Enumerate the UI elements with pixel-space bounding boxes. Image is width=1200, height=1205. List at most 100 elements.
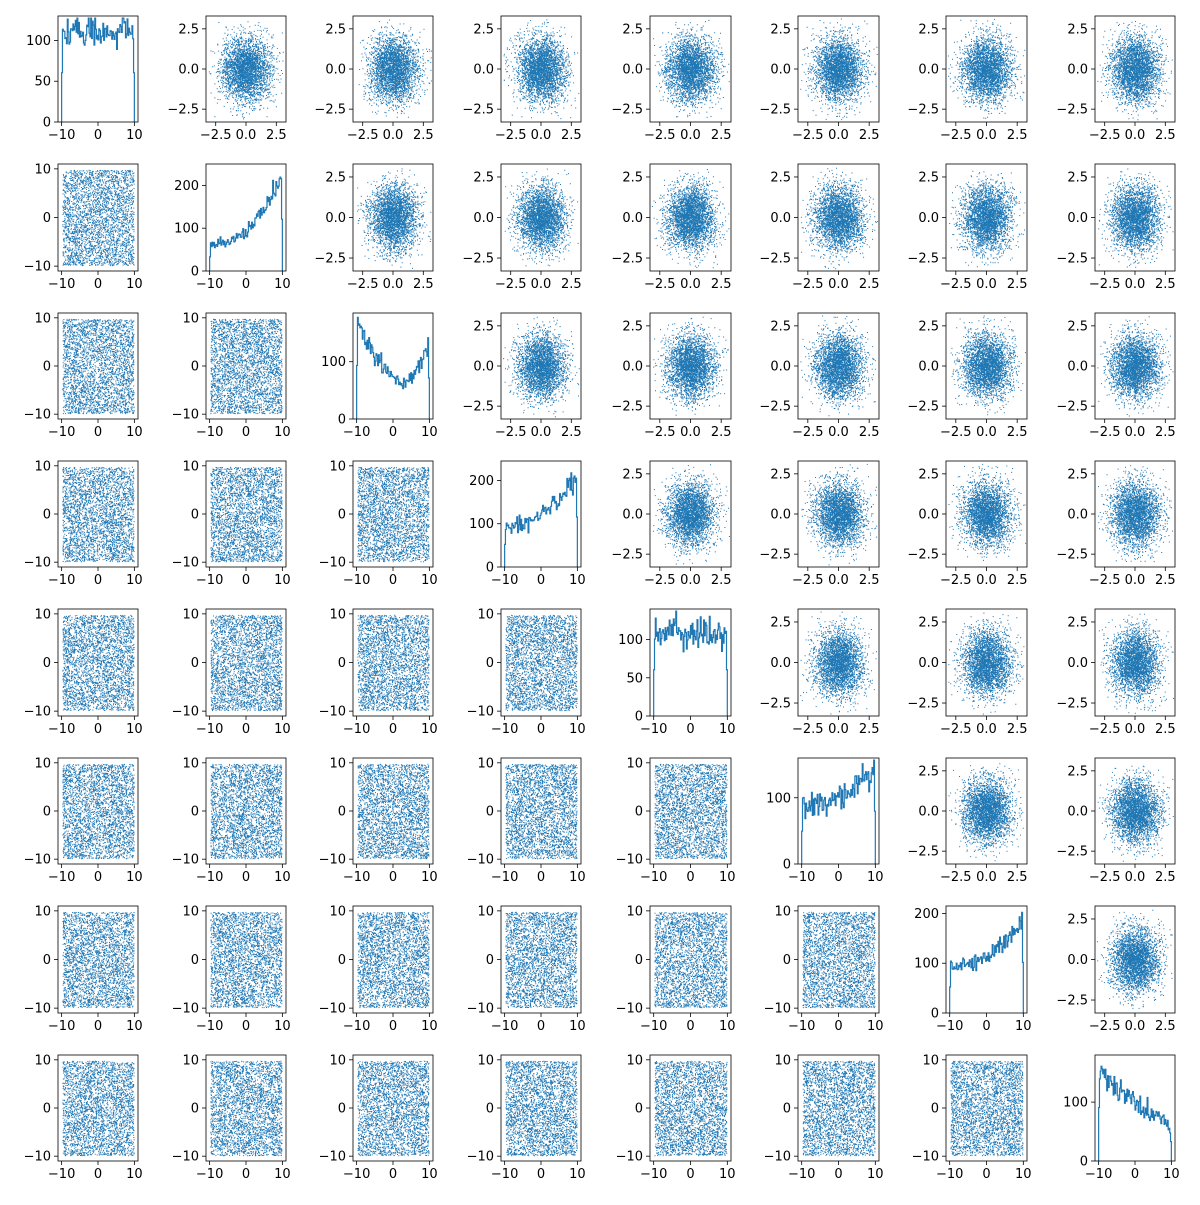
- panel-0-6-xtick-label: 2.5: [1007, 128, 1028, 143]
- panel-6-1-xtick-label: 10: [274, 1019, 291, 1034]
- panel-4-6-frame: [945, 608, 1028, 717]
- panel-1-6-ytick-label: 0.0: [918, 211, 939, 226]
- panel-2-6-xtick-label: 2.5: [1007, 425, 1028, 440]
- panel-3-5-point: [801, 463, 878, 566]
- panel-0-3-xtick-label: 0.0: [531, 128, 552, 143]
- panel-5-3-ytick-label: 10: [477, 756, 494, 771]
- panel-3-6-xtick-label: 2.5: [1007, 573, 1028, 588]
- panel-7-1-ytick-label: −10: [172, 1150, 199, 1165]
- panel-0-6-xtick-label: −2.5: [940, 128, 972, 143]
- panel-6-2-ytick-label: 10: [329, 904, 346, 919]
- panel-2-1: −10 0 10 −10 0 10: [172, 311, 291, 440]
- panel-2-0-points: [62, 318, 135, 415]
- panel-7-5-xtick-label: 10: [867, 1167, 884, 1182]
- panel-2-1-ytick-label: −10: [172, 408, 199, 423]
- panel-5-7-point: [1097, 765, 1174, 862]
- panel-5-5-xtick-label: 0: [834, 870, 842, 885]
- panel-5-5-xtick-label: 10: [867, 870, 884, 885]
- panel-1-2-ytick-label: 0.0: [325, 211, 346, 226]
- panel-4-6-xtick-label: −2.5: [940, 722, 972, 737]
- panel-7-2-xtick-label: −10: [343, 1167, 370, 1182]
- panel-7-6: −10 0 10 −10 0 10: [912, 1053, 1032, 1182]
- panel-4-3-ytick-label: 0: [486, 656, 494, 671]
- panel-4-0-xtick-label: −10: [48, 722, 75, 737]
- panel-1-1-ytick-label: 200: [174, 179, 199, 194]
- panel-2-5-ytick-label: −2.5: [759, 400, 791, 415]
- panel-2-6-xtick-label: 0.0: [976, 425, 997, 440]
- panel-2-6-ytick-label: −2.5: [907, 400, 939, 415]
- panel-2-0-point: [62, 318, 135, 415]
- panel-1-2-ytick-label: −2.5: [314, 252, 346, 267]
- panel-5-4-points: [654, 763, 728, 860]
- panel-7-6-point: [950, 1060, 1024, 1157]
- panel-0-7-ytick-label: 2.5: [1067, 22, 1088, 37]
- panel-3-7-points: [1098, 465, 1173, 563]
- panel-5-1-points: [210, 763, 283, 860]
- panel-1-3-ytick-label: 0.0: [473, 211, 494, 226]
- panel-7-4-points: [654, 1060, 728, 1157]
- panel-4-6-ytick-label: 2.5: [918, 615, 939, 630]
- panel-6-6-xtick-label: −10: [936, 1019, 963, 1034]
- panel-6-3-ytick-label: 10: [477, 904, 494, 919]
- panel-7-3-xtick-label: 10: [569, 1167, 586, 1182]
- panel-4-1-point: [210, 614, 283, 712]
- panel-1-4-xtick-label: 2.5: [711, 277, 732, 292]
- panel-2-4-points: [653, 316, 729, 416]
- panel-3-3-ytick-label: 200: [469, 474, 494, 489]
- panel-2-4-ytick-label: −2.5: [611, 400, 643, 415]
- panel-1-0-ytick-label: −10: [24, 260, 51, 275]
- panel-5-4-point: [654, 763, 728, 860]
- panel-5-6-point: [948, 763, 1024, 862]
- panel-1-7-xtick-label: −2.5: [1089, 277, 1121, 292]
- panel-3-1: −10 0 10 −10 0 10: [172, 459, 291, 588]
- panel-7-5-xtick-label: 0: [834, 1167, 842, 1182]
- panel-7-1: −10 0 10 −10 0 10: [172, 1053, 291, 1182]
- panel-3-2: −10 0 10 −10 0 10: [319, 459, 438, 588]
- panel-2-5-xtick-label: −2.5: [792, 425, 824, 440]
- panel-2-0-xtick-label: 10: [126, 425, 143, 440]
- panel-2-0-ytick-label: −10: [24, 408, 51, 423]
- panel-4-6-point: [948, 612, 1025, 715]
- panel-5-4-xtick-label: −10: [640, 870, 667, 885]
- panel-2-5-xtick-label: 2.5: [859, 425, 880, 440]
- panel-4-5-xtick-label: 0.0: [828, 722, 849, 737]
- panel-1-2-point: [357, 168, 432, 269]
- panel-5-7-xtick-label: 0.0: [1125, 870, 1146, 885]
- panel-0-5-point: [800, 18, 878, 121]
- panel-6-3: −10 0 10 −10 0 10: [467, 904, 586, 1034]
- panel-0-3-ytick-label: −2.5: [462, 103, 494, 118]
- panel-7-5-point: [802, 1060, 876, 1157]
- panel-0-1-ytick-label: 2.5: [178, 22, 199, 37]
- panel-6-1-ytick-label: 10: [182, 904, 199, 919]
- panel-3-5-xtick-label: 0.0: [828, 573, 849, 588]
- panel-2-6-ytick-label: 2.5: [918, 319, 939, 334]
- panel-5-2-ytick-label: 0: [338, 805, 346, 820]
- panel-5-3-ytick-label: 0: [486, 805, 494, 820]
- panel-7-3-ytick-label: 10: [477, 1053, 494, 1068]
- panel-3-6-ytick-label: 2.5: [918, 467, 939, 482]
- panel-0-6-ytick-label: 0.0: [918, 63, 939, 78]
- panel-7-3-point: [505, 1060, 578, 1157]
- panel-1-7-xtick-label: 0.0: [1125, 277, 1146, 292]
- panel-7-5: −10 0 10 −10 0 10: [764, 1053, 884, 1182]
- panel-0-3: −2.5 0.0 2.5 −2.5 0.0 2.5: [462, 15, 582, 143]
- panel-7-5-points: [802, 1060, 876, 1157]
- panel-5-0-xtick-label: 10: [126, 870, 143, 885]
- panel-5-3-point: [505, 763, 578, 860]
- panel-1-0-xtick-label: −10: [48, 277, 75, 292]
- panel-3-4-ytick-label: 0.0: [622, 508, 643, 523]
- panel-0-0-xtick-label: 10: [126, 128, 143, 143]
- panel-0-4-ytick-label: −2.5: [611, 103, 643, 118]
- panel-3-0-points: [62, 466, 135, 563]
- panel-7-3-ytick-label: −10: [467, 1150, 494, 1165]
- panel-7-2-xtick-label: 10: [421, 1167, 438, 1182]
- panel-0-4: −2.5 0.0 2.5 −2.5 0.0 2.5: [611, 15, 732, 143]
- panel-3-7-point: [1098, 465, 1173, 563]
- panel-3-7: −2.5 0.0 2.5 −2.5 0.0 2.5: [1056, 460, 1176, 588]
- panel-7-1-ytick-label: 10: [182, 1053, 199, 1068]
- panel-6-4-ytick-label: 0: [635, 953, 643, 968]
